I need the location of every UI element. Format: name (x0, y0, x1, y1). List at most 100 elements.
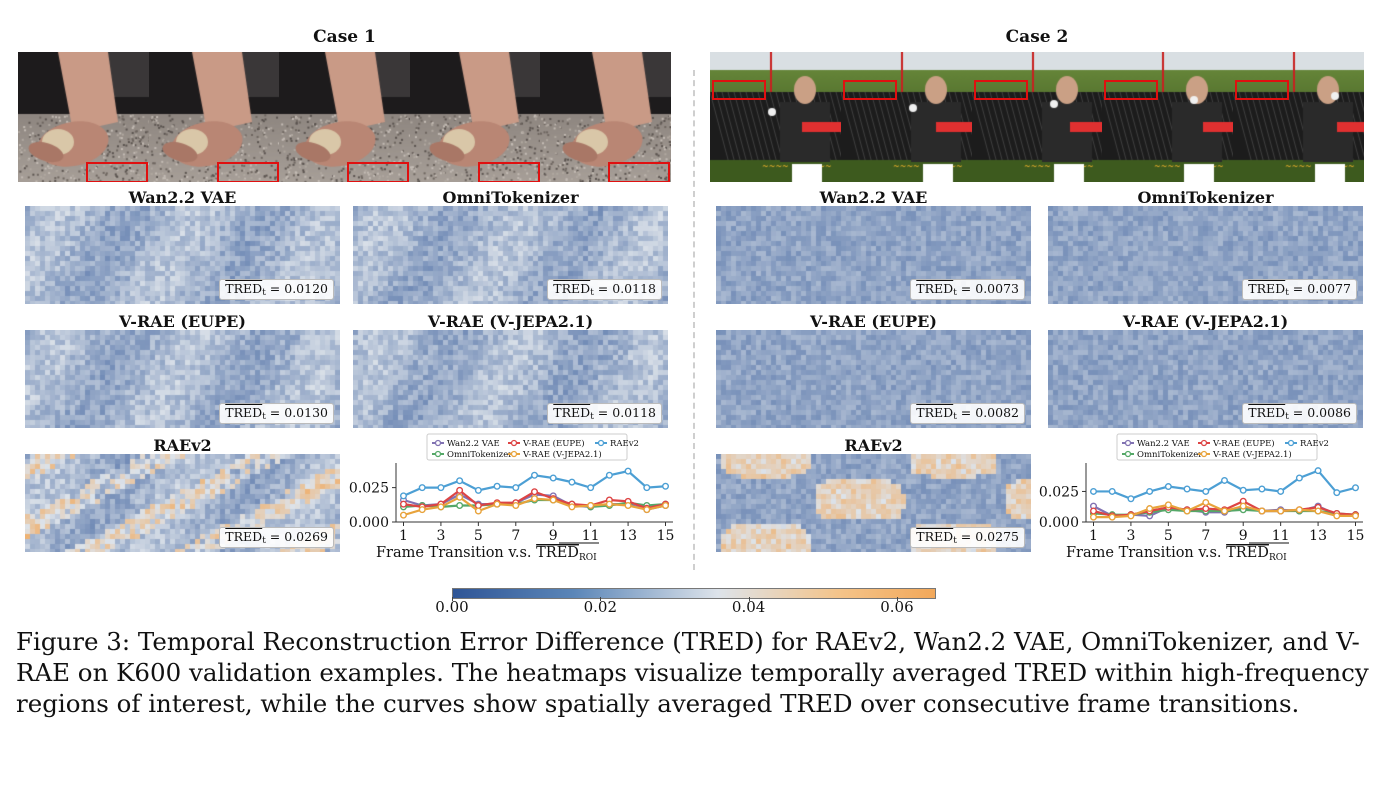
data-point (550, 475, 556, 481)
tred-value: = 0.0275 (957, 529, 1019, 544)
data-point (1091, 508, 1097, 514)
data-point (1334, 513, 1340, 519)
data-point (588, 485, 594, 491)
roi-box (1104, 80, 1158, 100)
data-point (644, 485, 650, 491)
tred-heatmap: TREDt = 0.0120 (25, 206, 340, 304)
legend-swatch-marker (512, 441, 517, 446)
colorbar-tick-label: 0.04 (732, 598, 765, 616)
data-point (457, 503, 463, 509)
tred-symbol: TRED (1248, 281, 1285, 296)
tred-value-badge: TREDt = 0.0086 (1242, 403, 1357, 424)
figure-caption: Figure 3: Temporal Reconstruction Error … (16, 626, 1384, 719)
data-point (457, 494, 463, 500)
data-point (532, 496, 538, 502)
data-point (476, 508, 482, 514)
heatmap-title: V-RAE (V-JEPA2.1) (1048, 312, 1363, 331)
data-point (607, 472, 613, 478)
tred-symbol: TRED (225, 281, 262, 296)
data-point (1203, 506, 1209, 512)
case2-title: Case 2 (710, 27, 1364, 47)
x-tick-label: 15 (1347, 528, 1365, 544)
colorbar-tick-label: 0.06 (880, 598, 913, 616)
data-point (1091, 489, 1097, 495)
legend-label: Wan2.2 VAE (1137, 439, 1190, 449)
heatmap-title: OmniTokenizer (353, 188, 668, 207)
tred-heatmap: TREDt = 0.0077 (1048, 206, 1363, 304)
data-point (1091, 514, 1097, 520)
video-frame (972, 52, 1103, 182)
case1-title: Case 1 (18, 27, 671, 47)
heatmap-title: Wan2.2 VAE (25, 188, 340, 207)
x-tick-label: 7 (1201, 528, 1210, 544)
tred-value: = 0.0120 (266, 281, 328, 296)
case-divider (693, 70, 695, 570)
chart-legend: Wan2.2 VAEOmniTokenizer V-RAE (EUPE)V-RAE… (427, 434, 639, 460)
data-point (1109, 514, 1115, 520)
data-point (569, 504, 575, 510)
tred-value: = 0.0118 (594, 405, 656, 420)
data-point (476, 503, 482, 509)
data-point (1240, 487, 1246, 493)
tred-symbol: TRED (916, 405, 953, 420)
roi-box (712, 80, 766, 100)
data-point (663, 483, 669, 489)
data-point (1184, 508, 1190, 514)
data-point (1240, 503, 1246, 509)
tred-value-badge: TREDt = 0.0269 (219, 527, 334, 548)
tred-value: = 0.0118 (594, 281, 656, 296)
x-tick-label: 13 (1309, 528, 1327, 544)
x-tick-label: 11 (582, 528, 600, 544)
legend-swatch-marker (1202, 452, 1207, 457)
tred-value: = 0.0073 (957, 281, 1019, 296)
data-point (1259, 508, 1265, 514)
heatmap-title: OmniTokenizer (1048, 188, 1363, 207)
tred-symbol: TRED (225, 405, 262, 420)
heatmap-title: RAEv2 (25, 436, 340, 455)
case2-tred-chart: Wan2.2 VAEOmniTokenizerV-RAE (EUPE)V-RAE… (1030, 432, 1375, 567)
tred-value-badge: TREDt = 0.0073 (910, 279, 1025, 300)
legend-swatch-marker (1126, 452, 1131, 457)
colorbar-tick-label: 0.00 (435, 598, 468, 616)
heatmap-title: RAEv2 (716, 436, 1031, 455)
legend-swatch-marker (512, 452, 517, 457)
data-point (401, 501, 407, 507)
tred-symbol: TRED (553, 281, 590, 296)
roi-box (347, 162, 409, 182)
y-tick-label: 0.000 (1039, 515, 1079, 531)
legend-label: RAEv2 (610, 439, 639, 449)
data-point (1353, 485, 1359, 491)
tred-value: = 0.0082 (957, 405, 1019, 420)
data-point (1109, 489, 1115, 495)
data-point (476, 488, 482, 494)
data-point (1297, 475, 1303, 481)
colorbar-tick-label: 0.02 (584, 598, 617, 616)
data-point (1128, 496, 1134, 502)
video-frame (1102, 52, 1233, 182)
data-point (625, 468, 631, 474)
data-point (457, 478, 463, 484)
data-point (550, 497, 556, 503)
tred-value-badge: TREDt = 0.0275 (910, 527, 1025, 548)
x-axis-label: Frame Transition v.s. TREDROI (1066, 545, 1287, 563)
tred-heatmap: TREDt = 0.0269 (25, 454, 340, 552)
heatmap-title: Wan2.2 VAE (716, 188, 1031, 207)
data-point (625, 503, 631, 509)
heatmap-title: V-RAE (V-JEPA2.1) (353, 312, 668, 331)
data-point (401, 493, 407, 499)
x-tick-label: 1 (1089, 528, 1098, 544)
data-point (1315, 508, 1321, 514)
tred-value-badge: TREDt = 0.0120 (219, 279, 334, 300)
video-frame (410, 52, 541, 182)
data-point (1334, 490, 1340, 496)
legend-swatch-marker (1126, 441, 1131, 446)
legend-swatch-marker (1289, 441, 1294, 446)
legend-label: V-RAE (EUPE) (1212, 438, 1275, 449)
data-point (438, 504, 444, 510)
data-point (532, 472, 538, 478)
data-point (644, 507, 650, 513)
tred-symbol: TRED (553, 405, 590, 420)
tred-symbol: TRED (1248, 405, 1285, 420)
data-point (513, 503, 519, 509)
tred-value-badge: TREDt = 0.0118 (547, 403, 662, 424)
